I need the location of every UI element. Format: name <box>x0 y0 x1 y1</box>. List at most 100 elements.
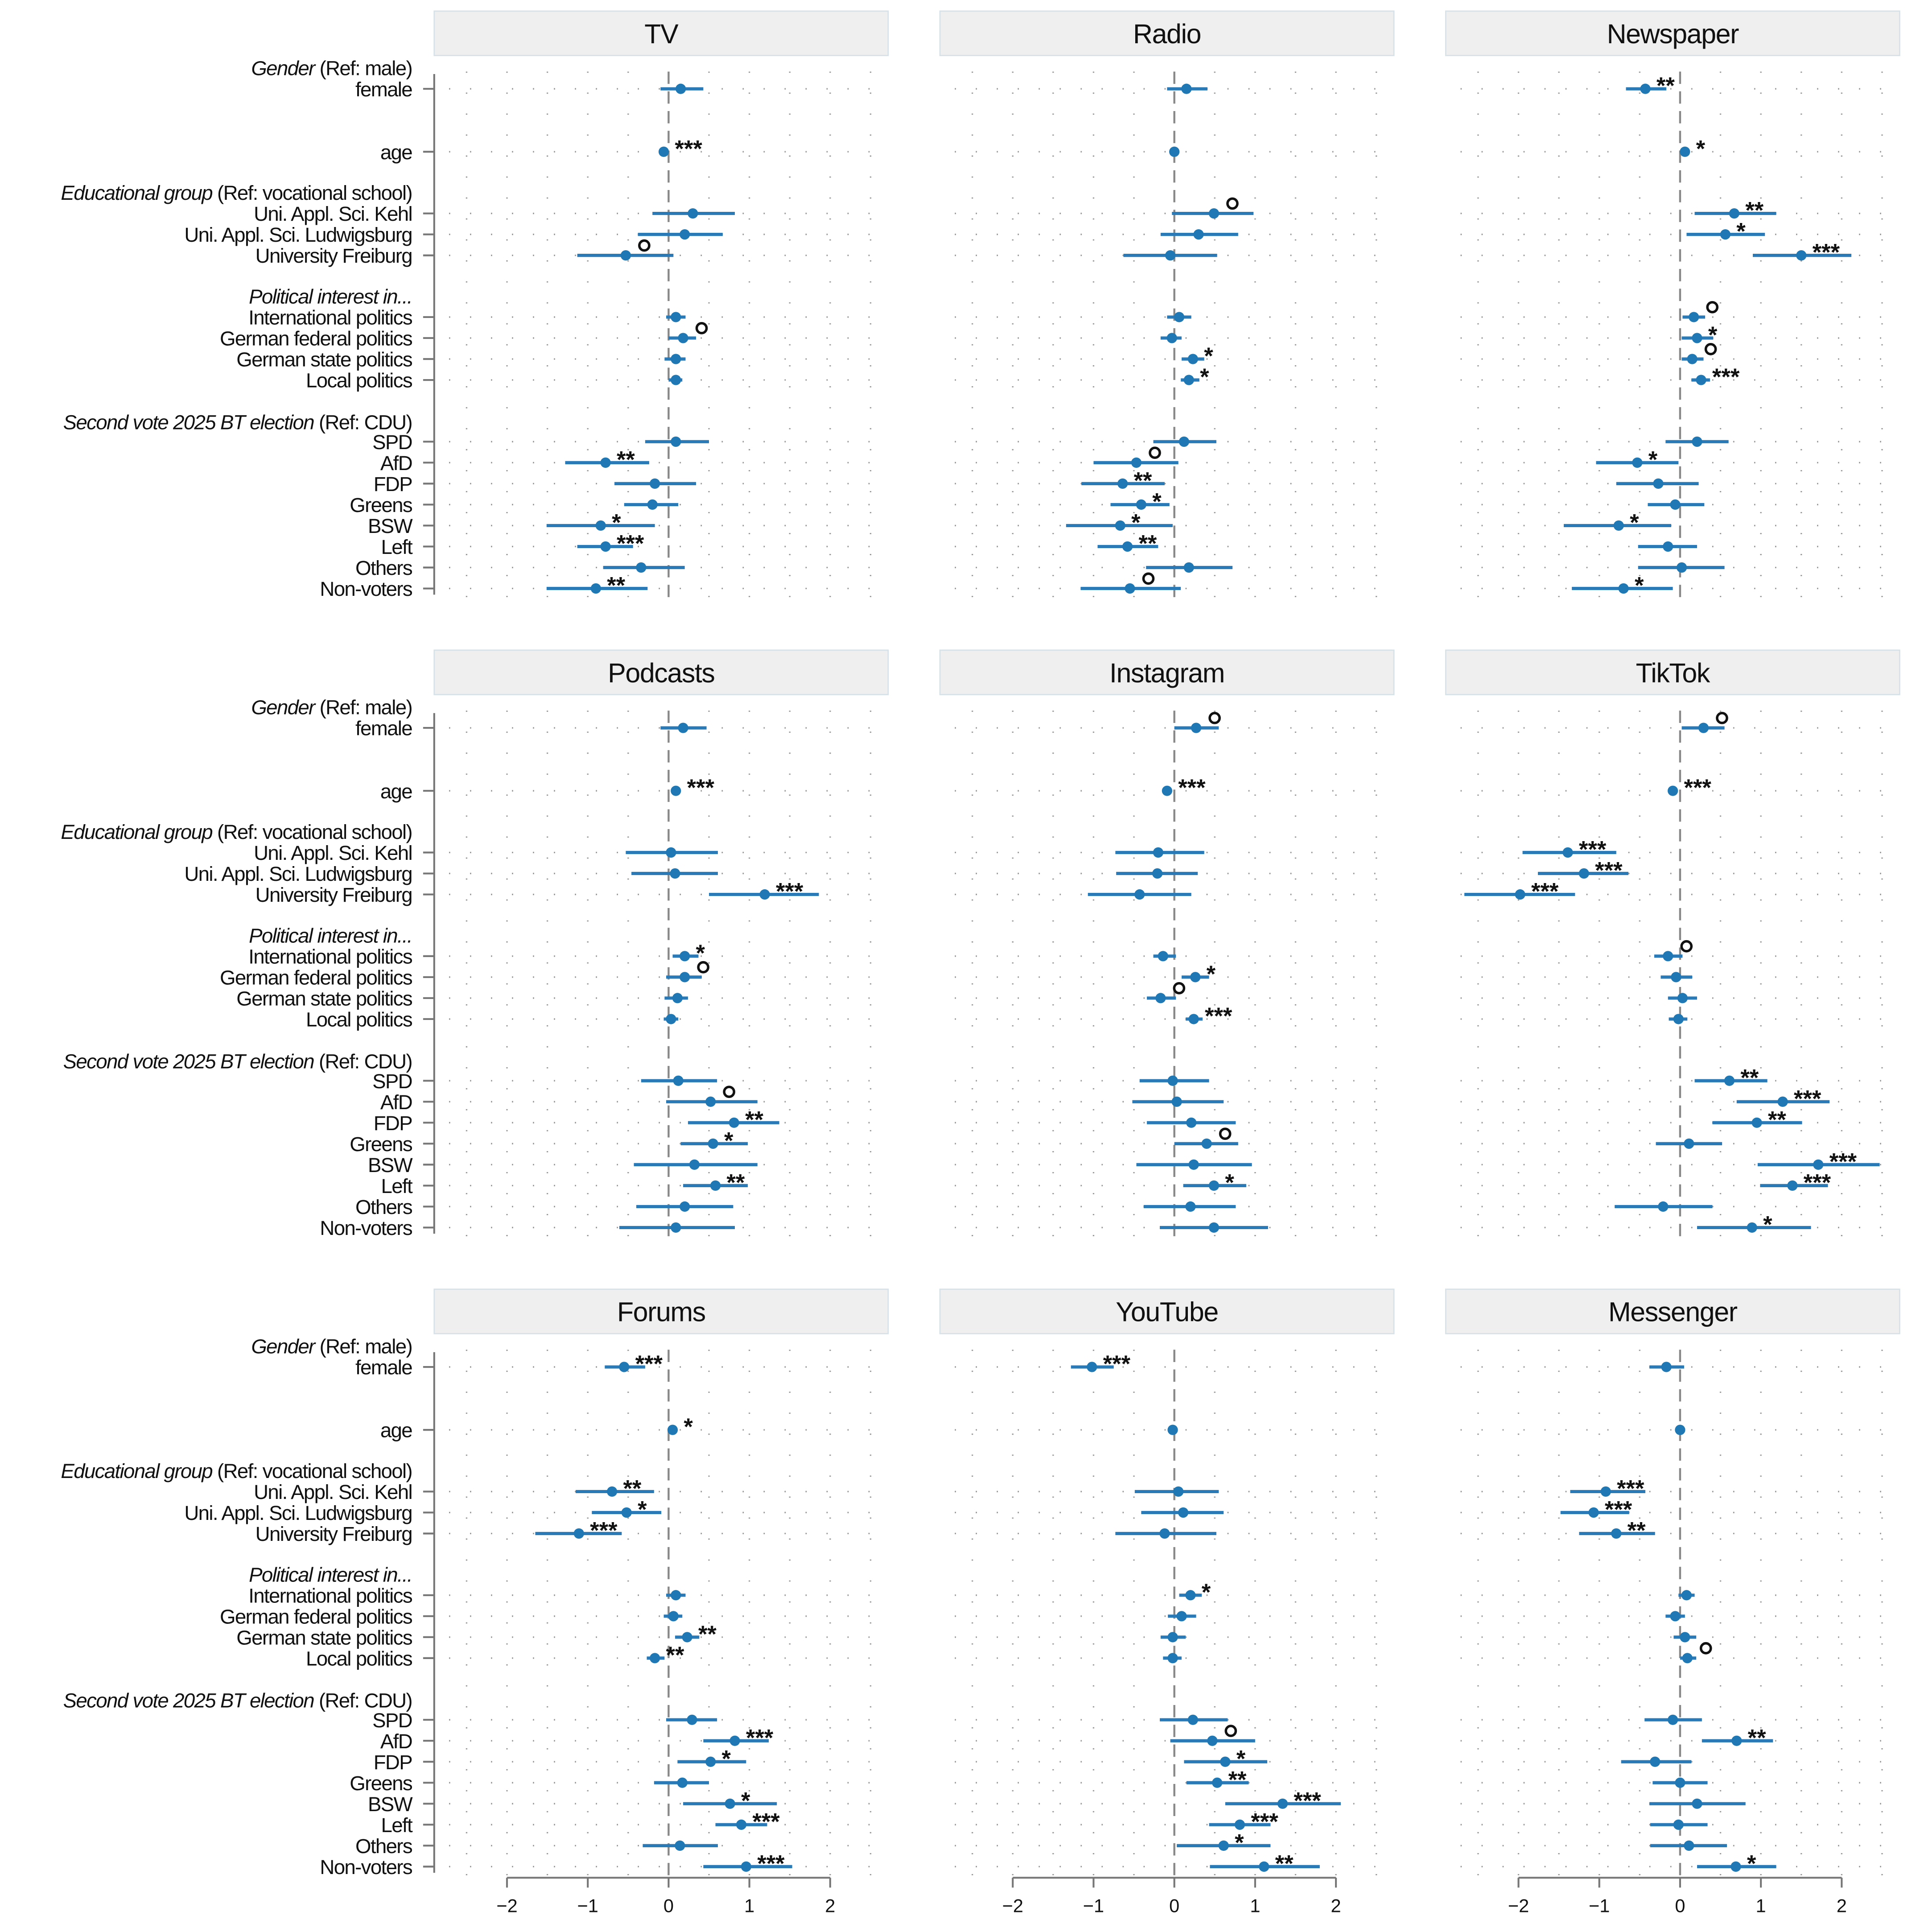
point-estimate <box>675 1840 685 1851</box>
point-estimate <box>1671 972 1681 983</box>
point-estimate <box>741 1861 751 1872</box>
y-tick-label: BSW <box>368 515 413 537</box>
significance-stars: * <box>1236 1746 1246 1772</box>
significance-stars: ** <box>1628 1518 1646 1544</box>
significance-stars: *** <box>1794 1086 1821 1112</box>
point-estimate <box>1680 146 1690 157</box>
point-estimate <box>573 1528 584 1539</box>
point-estimate <box>1178 1507 1189 1518</box>
significance-stars: *** <box>1684 775 1711 801</box>
point-estimate <box>1183 375 1194 385</box>
y-tick-label: University Freiburg <box>255 883 412 906</box>
point-estimate <box>1613 520 1624 531</box>
point-estimate <box>736 1819 747 1830</box>
point-estimate <box>689 1159 700 1170</box>
significance-stars: *** <box>757 1850 785 1877</box>
point-estimate <box>1681 1590 1692 1601</box>
y-tick-label: German federal politics <box>220 327 412 350</box>
x-tick-label: −1 <box>1083 1895 1104 1916</box>
y-tick-label: Greens <box>350 1133 412 1156</box>
point-estimate <box>1181 83 1192 94</box>
group-header: Second vote 2025 BT election (Ref: CDU) <box>63 1050 412 1073</box>
point-estimate <box>670 868 680 879</box>
group-header-ref: (Ref: CDU) <box>314 1689 412 1712</box>
point-estimate <box>1166 333 1177 343</box>
significance-stars: *** <box>752 1808 780 1835</box>
y-tick-label: AfD <box>380 452 412 475</box>
point-estimate <box>1167 1632 1178 1643</box>
point-estimate <box>1720 229 1731 240</box>
point-estimate <box>671 375 681 385</box>
point-estimate <box>1165 250 1176 261</box>
point-estimate <box>1212 1777 1223 1788</box>
point-estimate <box>729 1735 740 1746</box>
group-header: Political interest in... <box>249 285 412 308</box>
x-tick-label: 0 <box>1675 1895 1685 1916</box>
point-estimate <box>1692 1798 1702 1809</box>
y-tick-label: Non-voters <box>320 1217 412 1239</box>
point-estimate <box>1687 354 1698 364</box>
y-tick-label: BSW <box>368 1154 413 1177</box>
point-estimate <box>1663 541 1673 552</box>
significance-marker-circle <box>723 1086 735 1098</box>
y-tick-label: German state politics <box>236 1626 412 1649</box>
significance-stars: * <box>1747 1850 1756 1877</box>
point-estimate <box>1188 1159 1199 1170</box>
point-estimate <box>705 1096 716 1107</box>
point-estimate <box>1159 1528 1170 1539</box>
y-tick-label: female <box>355 717 412 740</box>
group-header: Educational group (Ref: vocational schoo… <box>61 821 412 843</box>
point-estimate <box>1684 1840 1694 1851</box>
significance-marker-circle <box>1716 712 1728 724</box>
point-estimate <box>1667 785 1678 796</box>
significance-stars: ** <box>666 1642 684 1668</box>
point-estimate <box>1167 1424 1178 1435</box>
significance-stars: *** <box>1595 858 1623 884</box>
y-tick-label: Greens <box>350 1772 412 1795</box>
significance-marker-circle <box>1680 940 1693 953</box>
significance-marker-circle <box>638 239 651 252</box>
point-estimate <box>1698 722 1709 733</box>
x-tick-label: −2 <box>496 1895 517 1916</box>
significance-stars: ** <box>617 446 635 473</box>
point-estimate <box>1173 1486 1184 1497</box>
point-estimate <box>1134 889 1145 900</box>
significance-stars: * <box>612 510 621 536</box>
significance-stars: * <box>1202 1579 1211 1606</box>
point-estimate <box>649 478 660 489</box>
point-estimate <box>1813 1159 1824 1170</box>
significance-marker-circle <box>1699 1642 1712 1655</box>
y-tick-label: Local politics <box>306 1647 412 1670</box>
panel-radio: Radio******** <box>939 10 1395 600</box>
group-header-ref: (Ref: vocational school) <box>212 1460 412 1482</box>
x-tick-label: −2 <box>1508 1895 1529 1916</box>
point-estimate <box>1190 972 1201 983</box>
point-estimate <box>649 1653 660 1664</box>
panel-title: Podcasts <box>608 658 714 688</box>
point-estimate <box>1191 722 1202 733</box>
significance-stars: ** <box>726 1169 745 1196</box>
y-tick-label: University Freiburg <box>255 1523 412 1545</box>
point-estimate <box>1131 457 1142 468</box>
point-estimate <box>1167 1075 1178 1086</box>
significance-stars: * <box>722 1746 731 1772</box>
point-estimate <box>606 1486 618 1497</box>
significance-stars: *** <box>776 879 804 905</box>
group-header: Second vote 2025 BT election (Ref: CDU) <box>63 411 412 434</box>
point-estimate <box>1680 1632 1690 1643</box>
point-estimate <box>1183 562 1194 573</box>
panel-title: Instagram <box>1109 658 1224 688</box>
point-estimate <box>729 1117 739 1128</box>
group-header: Gender (Ref: male) <box>251 696 412 719</box>
point-estimate <box>666 1014 676 1024</box>
x-tick-label: −1 <box>577 1895 598 1916</box>
point-estimate <box>668 1611 679 1622</box>
point-estimate <box>1751 1117 1762 1128</box>
point-estimate <box>658 146 669 157</box>
y-tick-label: German federal politics <box>220 966 412 989</box>
point-estimate <box>673 1075 684 1086</box>
point-estimate <box>1684 1138 1694 1149</box>
significance-marker-circle <box>1149 446 1161 459</box>
significance-marker-circle <box>1142 572 1155 585</box>
